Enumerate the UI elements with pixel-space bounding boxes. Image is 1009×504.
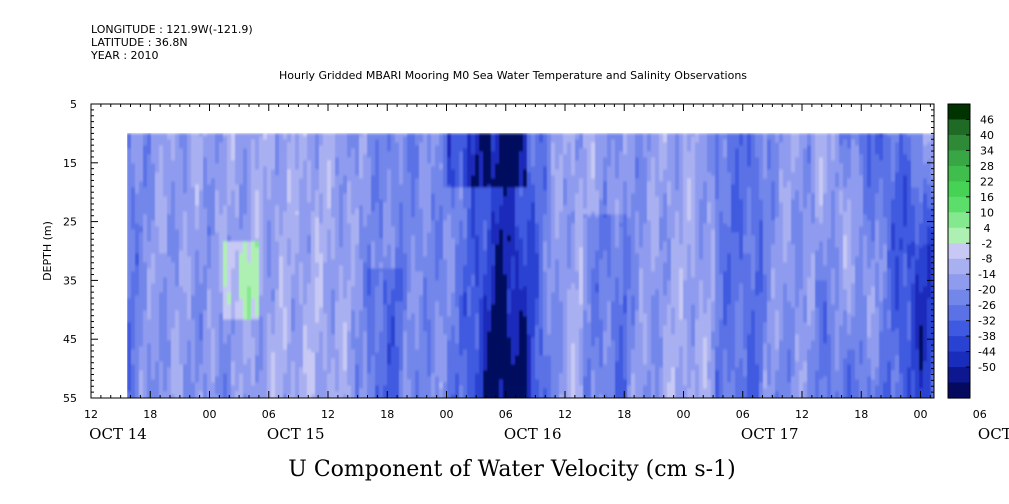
y-tick-label: 15 <box>63 157 77 170</box>
colorbar-label: -32 <box>978 315 996 328</box>
colorbar-label: 34 <box>980 144 994 157</box>
colorbar-swatch <box>948 336 970 353</box>
colorbar-label: -44 <box>978 346 996 359</box>
colorbar-swatch <box>948 258 970 275</box>
x-tick-label: 12 <box>795 408 809 421</box>
colorbar-swatch <box>948 165 970 182</box>
colorbar-label: 4 <box>984 222 991 235</box>
colorbar: 46 40 34 28 22 16 10 4 -2 -8 -14 -20 -26 -32 -38 -44 -50 <box>947 103 996 399</box>
x-day-label: OCT 16 <box>504 425 562 443</box>
colorbar-frame <box>947 103 971 399</box>
colorbar-swatch <box>948 181 970 198</box>
colorbar-label: -26 <box>978 299 996 312</box>
colorbar-label: -2 <box>982 237 993 250</box>
x-tick-label: 12 <box>84 408 98 421</box>
colorbar-label: -8 <box>982 253 993 266</box>
y-tick-label: 35 <box>63 274 77 287</box>
y-tick-label: 45 <box>63 333 77 346</box>
colorbar-label: 46 <box>980 113 994 126</box>
x-tick-label: 18 <box>143 408 157 421</box>
y-tick-label: 25 <box>63 216 77 229</box>
y-tick-label: 55 <box>63 392 77 405</box>
colorbar-swatch <box>948 367 970 384</box>
x-tick-label: 06 <box>736 408 750 421</box>
x-day-label: OCT 15 <box>267 425 325 443</box>
colorbar-swatch <box>948 150 970 167</box>
y-axis-label: DEPTH (m) <box>41 221 54 281</box>
x-tick-label: 06 <box>499 408 513 421</box>
colorbar-label: -14 <box>978 268 996 281</box>
x-tick-label: 06 <box>973 408 987 421</box>
x-tick-label: 00 <box>440 408 454 421</box>
x-tick-label: 00 <box>677 408 691 421</box>
x-day-label: OCT 17 <box>741 425 799 443</box>
velocity-field <box>127 133 934 398</box>
colorbar-label: -38 <box>978 330 996 343</box>
x-tick-label: 00 <box>203 408 217 421</box>
colorbar-swatch <box>948 119 970 136</box>
x-tick-label: 18 <box>380 408 394 421</box>
year-label: YEAR : 2010 <box>91 49 159 62</box>
x-axis-label: U Component of Water Velocity (cm s-1) <box>288 457 735 482</box>
y-axis: 5 15 25 35 45 55 <box>63 98 934 405</box>
colorbar-label: 40 <box>980 129 994 142</box>
colorbar-label: -50 <box>978 361 996 374</box>
x-tick-label: 18 <box>854 408 868 421</box>
x-tick-label: 06 <box>262 408 276 421</box>
colorbar-label: 22 <box>980 175 994 188</box>
colorbar-swatch <box>948 227 970 244</box>
x-day-label: OCT 18 <box>978 425 1009 443</box>
x-tick-label: 12 <box>321 408 335 421</box>
colorbar-swatch <box>948 243 970 260</box>
x-day-label: OCT 14 <box>89 425 147 443</box>
colorbar-swatch <box>948 382 970 399</box>
colorbar-swatch <box>948 196 970 213</box>
x-tick-label: 18 <box>617 408 631 421</box>
colorbar-swatch <box>948 305 970 322</box>
colorbar-label: 16 <box>980 191 994 204</box>
colorbar-label: -20 <box>978 284 996 297</box>
colorbar-label: 28 <box>980 160 994 173</box>
colorbar-swatch <box>948 274 970 291</box>
latitude-label: LATITUDE : 36.8N <box>91 36 188 49</box>
colorbar-swatch <box>948 320 970 337</box>
colorbar-swatch <box>948 134 970 152</box>
colorbar-label: 10 <box>980 206 994 219</box>
colorbar-swatch <box>948 351 970 368</box>
longitude-label: LONGITUDE : 121.9W(-121.9) <box>91 23 253 36</box>
x-tick-label: 00 <box>914 408 928 421</box>
x-tick-label: 12 <box>558 408 572 421</box>
y-tick-label: 5 <box>70 98 77 111</box>
colorbar-swatch <box>948 104 970 121</box>
chart-title: Hourly Gridded MBARI Mooring M0 Sea Wate… <box>279 69 747 82</box>
colorbar-swatch <box>948 212 970 229</box>
colorbar-swatch <box>948 289 970 306</box>
x-axis: 1218000612180006121800061218000612180006… <box>84 104 1009 443</box>
